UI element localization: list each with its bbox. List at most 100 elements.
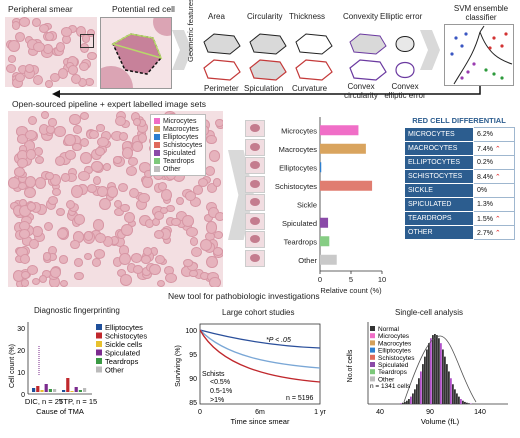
red-cell <box>190 237 199 246</box>
single-y-label: No.of cells <box>347 349 354 382</box>
cell-thumbnail <box>245 249 265 267</box>
differential-value-text: 8.4% <box>477 173 493 181</box>
differential-value: 7.4% ⌃ <box>473 141 515 156</box>
red-cell <box>79 42 90 54</box>
bar-category-label: Macrocytes <box>279 145 318 154</box>
red-cell <box>74 258 83 267</box>
red-cell <box>121 146 134 160</box>
legend-swatch <box>154 118 160 124</box>
legend-item: Teardrops <box>154 157 202 165</box>
red-cell <box>40 111 50 119</box>
red-cell <box>51 187 62 196</box>
diag-legend-swatch <box>96 324 102 330</box>
single-legend-label: Microcytes <box>378 333 410 340</box>
diag-box <box>83 388 87 392</box>
red-cell <box>83 252 93 261</box>
peripheral-smear-label: Peripheral smear <box>8 4 73 14</box>
legend-swatch <box>154 142 160 148</box>
cohort-y-tick: 100 <box>185 328 197 335</box>
bar-tick-label: 5 <box>349 275 353 284</box>
red-cell <box>160 188 173 202</box>
feature-perimeter: Perimeter <box>204 84 239 93</box>
red-cell <box>127 157 138 166</box>
red-cell <box>119 253 131 266</box>
legend-swatch <box>154 166 160 172</box>
diag-title: Diagnostic fingerprinting <box>34 306 120 315</box>
histogram-bar <box>440 343 442 404</box>
histogram-bar <box>460 399 462 404</box>
legend-label: Macrocytes <box>163 125 199 133</box>
cell-thumbnail <box>245 194 265 211</box>
histogram-bar <box>444 356 446 404</box>
cell-thumbnails <box>245 120 267 270</box>
red-cell <box>55 207 65 216</box>
histogram-bar <box>416 384 418 404</box>
feature-elliptic-error: Elliptic error <box>380 12 423 21</box>
feature-convexity: Convexity <box>343 12 379 21</box>
red-cell <box>31 18 41 27</box>
legend-label: Teardrops <box>163 157 195 165</box>
histogram-bar <box>450 378 452 404</box>
red-cell <box>154 210 165 220</box>
bar-category-label: Spiculated <box>282 219 317 228</box>
svm-plot <box>444 24 514 86</box>
red-cell <box>29 239 39 250</box>
bar-category-label: Other <box>298 256 317 265</box>
histogram-bar <box>466 402 468 404</box>
diag-y-tick: 20 <box>17 348 25 355</box>
red-cell <box>18 17 30 27</box>
histogram-bar <box>400 403 402 404</box>
feature-curvature: Curvature <box>292 84 328 93</box>
arrow-2 <box>420 30 440 70</box>
diag-legend-swatch <box>96 349 102 356</box>
red-cell <box>12 21 21 31</box>
single-legend-label: Normal <box>378 326 400 333</box>
cohort-x-label: Time since smear <box>231 417 290 426</box>
red-cell <box>45 31 54 42</box>
diag-legend-label: Spiculated <box>105 349 140 358</box>
red-cell <box>212 247 223 256</box>
red-cell <box>70 239 80 249</box>
red-cell <box>80 151 92 164</box>
red-cell <box>34 155 44 164</box>
red-cell <box>34 147 44 157</box>
red-cell <box>5 63 16 74</box>
red-cell <box>48 118 57 127</box>
red-cell-differential-table: MICROCYTES 6.2% MACROCYTES 7.4% ⌃ ELLIPTOCYT… <box>404 127 515 240</box>
flag-icon: ⌃ <box>492 215 501 223</box>
red-cell <box>15 72 26 83</box>
flag-icon: ⌃ <box>492 145 501 153</box>
red-cell <box>32 226 43 238</box>
differential-row: OTHER 2.7% ⌃ <box>404 225 515 240</box>
red-cell <box>14 32 25 42</box>
single-legend-swatch <box>370 369 375 375</box>
red-cell <box>72 124 83 134</box>
red-cell <box>118 132 128 142</box>
red-cell <box>33 42 45 53</box>
red-cell <box>99 197 112 210</box>
red-cell <box>189 269 198 278</box>
histogram-bar <box>428 343 430 404</box>
legend-label: Other <box>163 165 181 173</box>
red-cell <box>96 136 109 148</box>
arrow-1 <box>172 30 192 70</box>
red-cell <box>209 277 221 287</box>
legend-item: Microcytes <box>154 117 202 125</box>
red-cell <box>191 246 202 257</box>
cohort-x-tick: 0 <box>198 409 202 416</box>
histogram-bar <box>418 378 420 404</box>
differential-value-text: 1.3% <box>477 201 493 208</box>
legend-item: Elliptocytes <box>154 133 202 141</box>
red-cell <box>27 264 39 275</box>
red-cell <box>61 27 73 37</box>
legend-swatch <box>154 150 160 156</box>
diag-y-tick: 0 <box>21 392 25 399</box>
cohort-frame <box>199 323 321 405</box>
bar <box>320 236 330 247</box>
differential-value-text: 0.2% <box>477 159 493 166</box>
legend-item: Schistocytes <box>154 141 202 149</box>
cohort-line-low <box>199 329 321 349</box>
cohort-title: Large cohort studies <box>222 308 295 317</box>
diag-legend-swatch <box>96 332 102 339</box>
